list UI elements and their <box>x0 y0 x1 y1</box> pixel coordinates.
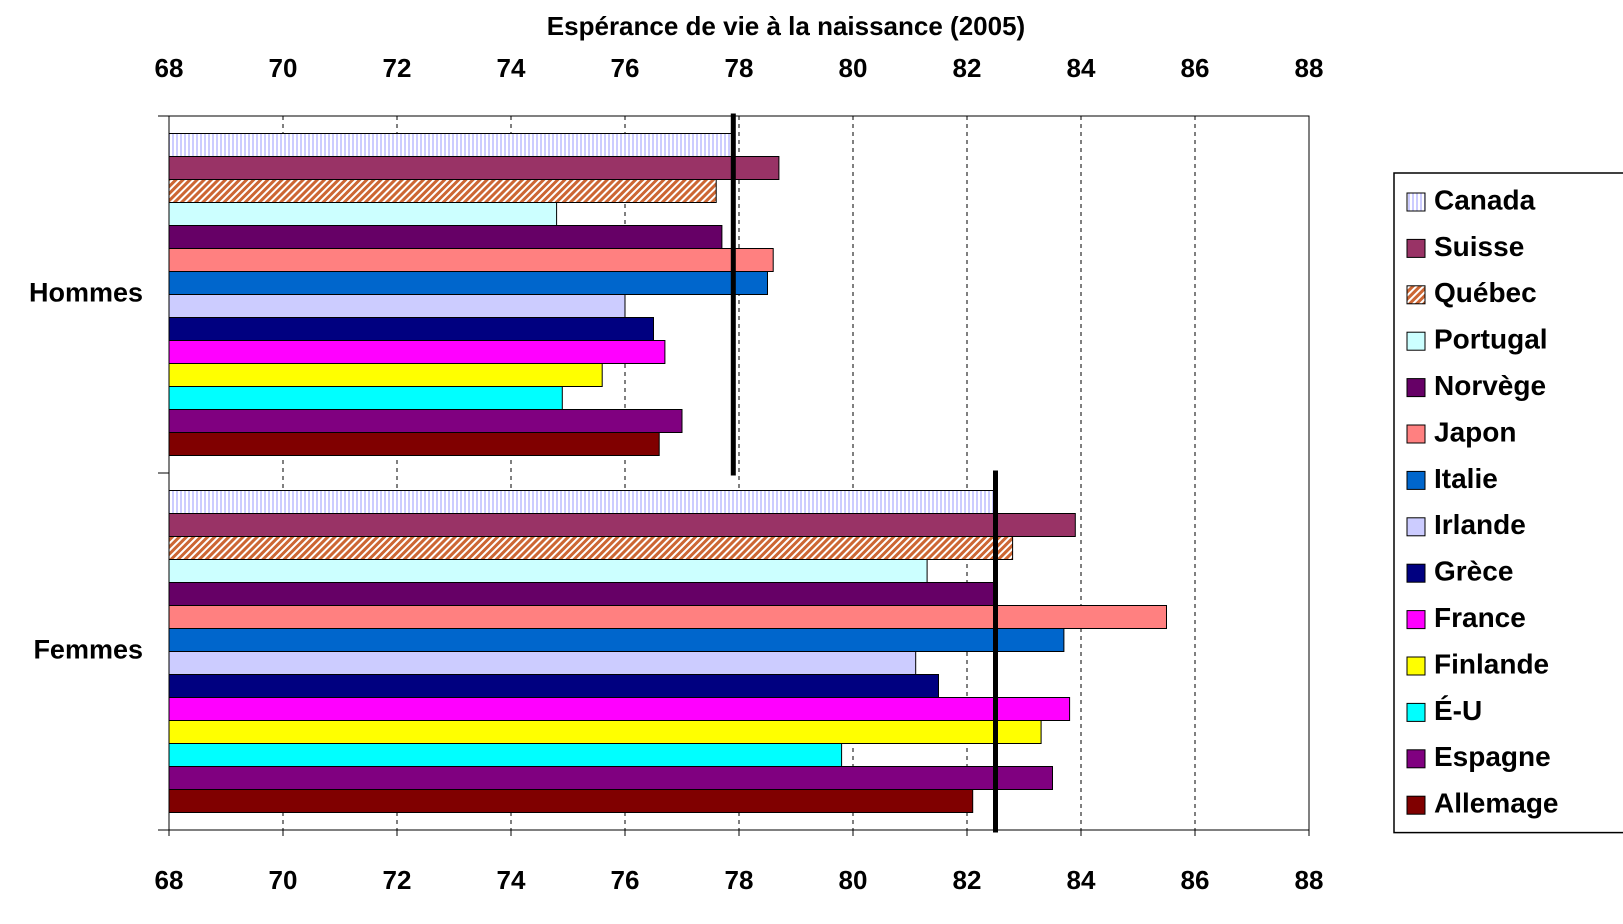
bar <box>168 536 1014 560</box>
bar <box>168 697 1071 721</box>
bar <box>168 789 974 813</box>
bar <box>168 559 928 583</box>
x-tick-label-bottom: 88 <box>1295 865 1324 895</box>
legend-swatch <box>1406 702 1426 722</box>
category-label: Femmes <box>33 635 143 665</box>
legend-label: Japon <box>1434 416 1516 447</box>
legend-label: Irlande <box>1434 509 1526 540</box>
legend-label: France <box>1434 602 1526 633</box>
x-tick-label-bottom: 68 <box>155 865 184 895</box>
legend-swatch <box>1406 563 1426 583</box>
legend-swatch <box>1406 378 1426 398</box>
bar <box>168 248 774 272</box>
x-tick-label-bottom: 70 <box>269 865 298 895</box>
x-tick-label-top: 68 <box>155 53 184 83</box>
legend-label: Allemage <box>1434 788 1559 819</box>
legend-label: Grèce <box>1434 556 1513 587</box>
bar <box>168 363 603 387</box>
legend-label: Québec <box>1434 277 1537 308</box>
bar <box>168 317 654 341</box>
bar <box>168 674 939 698</box>
legend-box <box>1393 172 1623 834</box>
x-tick-label-bottom: 76 <box>611 865 640 895</box>
bar <box>168 628 1065 652</box>
x-tick-label-bottom: 80 <box>839 865 868 895</box>
bar <box>168 225 723 249</box>
x-tick-label-top: 84 <box>1067 53 1096 83</box>
legend-label: Espagne <box>1434 741 1551 772</box>
legend-label: Suisse <box>1434 231 1524 262</box>
legend-swatch <box>1406 656 1426 676</box>
bar <box>168 513 1076 537</box>
bar <box>168 651 917 675</box>
chart-title: Espérance de vie à la naissance (2005) <box>547 11 1025 41</box>
legend-swatch <box>1406 238 1426 258</box>
legend-label: Canada <box>1434 184 1536 215</box>
bar <box>168 156 780 180</box>
legend-swatch <box>1406 749 1426 769</box>
bar <box>168 340 666 364</box>
legend-swatch <box>1406 285 1426 305</box>
x-tick-label-top: 70 <box>269 53 298 83</box>
legend-swatch <box>1406 795 1426 815</box>
legend-label: Norvège <box>1434 370 1546 401</box>
legend-swatch <box>1406 470 1426 490</box>
x-tick-label-bottom: 82 <box>953 865 982 895</box>
legend-swatch <box>1406 331 1426 351</box>
x-tick-label-top: 78 <box>725 53 754 83</box>
bar <box>168 766 1053 790</box>
category-label: Hommes <box>29 278 143 308</box>
legend-swatch <box>1406 610 1426 630</box>
legend-label: Finlande <box>1434 648 1549 679</box>
x-tick-label-bottom: 72 <box>383 865 412 895</box>
x-tick-label-top: 80 <box>839 53 868 83</box>
legend-swatch <box>1406 517 1426 537</box>
bar <box>168 409 683 433</box>
bar <box>168 720 1042 744</box>
bar <box>168 432 660 456</box>
x-tick-label-top: 76 <box>611 53 640 83</box>
x-tick-label-top: 88 <box>1295 53 1324 83</box>
bar <box>168 294 626 318</box>
x-tick-label-top: 72 <box>383 53 412 83</box>
legend-label: Portugal <box>1434 324 1548 355</box>
bar <box>168 271 768 295</box>
bar <box>168 582 996 606</box>
bar <box>168 179 717 203</box>
legend-label: Italie <box>1434 463 1498 494</box>
x-tick-label-top: 74 <box>497 53 526 83</box>
x-tick-label-top: 82 <box>953 53 982 83</box>
x-tick-label-bottom: 78 <box>725 865 754 895</box>
legend-label: É-U <box>1434 695 1482 726</box>
bar <box>168 133 734 157</box>
bar <box>168 605 1167 629</box>
bar <box>168 202 558 226</box>
bar <box>168 490 996 514</box>
x-tick-label-bottom: 84 <box>1067 865 1096 895</box>
legend-swatch <box>1406 192 1426 212</box>
bar <box>168 743 843 767</box>
x-tick-label-top: 86 <box>1181 53 1210 83</box>
x-tick-label-bottom: 74 <box>497 865 526 895</box>
legend-swatch <box>1406 424 1426 444</box>
x-tick-label-bottom: 86 <box>1181 865 1210 895</box>
bar <box>168 386 563 410</box>
